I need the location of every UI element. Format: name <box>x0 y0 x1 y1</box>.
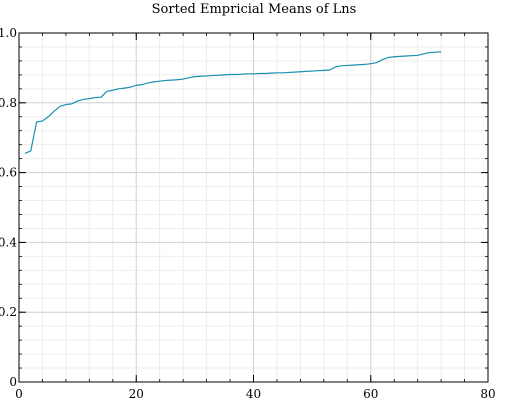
y-axis-tick-labels: 0 0.2 0.4 0.6 0.8 1.0 <box>0 26 17 389</box>
y-tick-label: 0.6 <box>0 166 17 180</box>
y-tick-label: 0.8 <box>0 96 17 110</box>
axis-ticks <box>18 32 489 383</box>
series-layer <box>24 51 442 154</box>
chart-title: Sorted Empricial Means of Lns <box>152 2 357 17</box>
x-tick-label: 40 <box>246 387 261 401</box>
series-line-0 <box>24 51 442 154</box>
y-tick-label: 1.0 <box>0 26 17 40</box>
x-tick-label: 0 <box>15 387 23 401</box>
x-tick-label: 20 <box>129 387 144 401</box>
x-tick-label: 60 <box>363 387 378 401</box>
y-tick-label: 0.2 <box>0 305 17 319</box>
x-tick-label: 80 <box>480 387 495 401</box>
x-axis-tick-labels: 0 20 40 60 80 <box>15 387 495 401</box>
y-tick-label: 0 <box>9 375 17 389</box>
y-tick-label: 0.4 <box>0 235 17 249</box>
